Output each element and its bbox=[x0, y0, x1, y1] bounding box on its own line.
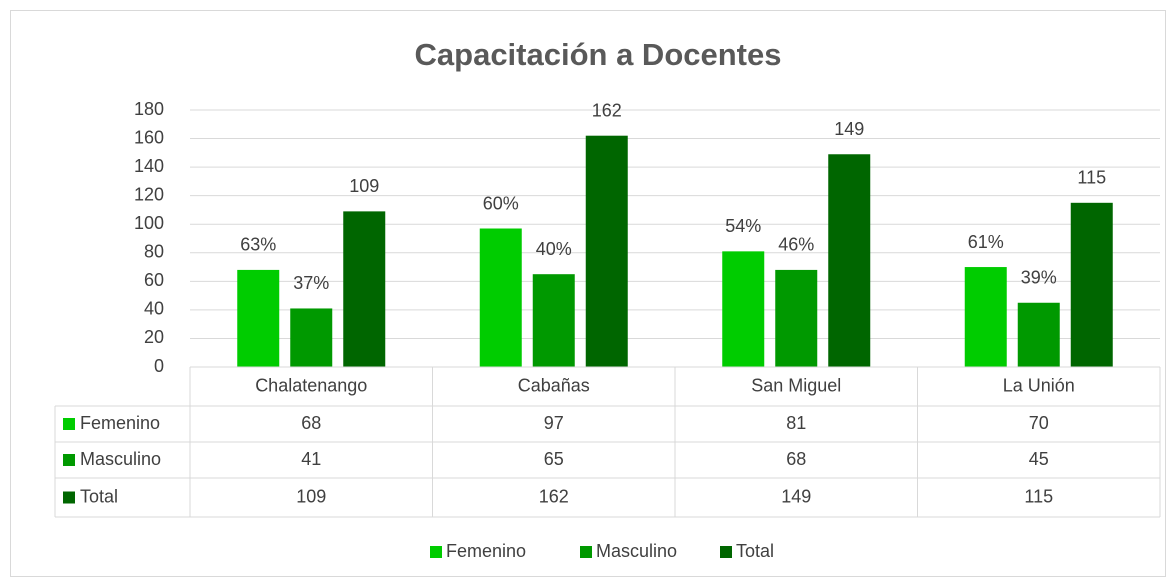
data-label: 63% bbox=[240, 235, 276, 255]
category-label: Chalatenango bbox=[255, 375, 367, 395]
legend-label: Masculino bbox=[596, 541, 677, 561]
data-label: 46% bbox=[778, 235, 814, 255]
data-label: 162 bbox=[592, 100, 622, 120]
bar bbox=[479, 228, 522, 367]
table-cell: 109 bbox=[296, 486, 326, 506]
table-row-label: Total bbox=[80, 486, 118, 506]
table-legend-key bbox=[63, 454, 75, 466]
table-cell: 45 bbox=[1029, 449, 1049, 469]
table-cell: 68 bbox=[301, 413, 321, 433]
table-row-label: Femenino bbox=[80, 413, 160, 433]
data-label: 40% bbox=[536, 239, 572, 259]
bar bbox=[290, 308, 333, 367]
bar bbox=[828, 154, 871, 367]
data-label: 60% bbox=[483, 193, 519, 213]
legend-key bbox=[430, 546, 442, 558]
table-cell: 115 bbox=[1024, 486, 1053, 506]
legend-key bbox=[720, 546, 732, 558]
y-tick-label: 120 bbox=[134, 184, 164, 204]
y-tick-label: 140 bbox=[134, 156, 164, 176]
legend-label: Total bbox=[736, 541, 774, 561]
bar bbox=[775, 269, 818, 367]
y-tick-label: 60 bbox=[144, 270, 164, 290]
data-label: 61% bbox=[968, 232, 1004, 252]
category-label: Cabañas bbox=[518, 375, 590, 395]
table-cell: 162 bbox=[539, 486, 569, 506]
table-cell: 68 bbox=[786, 449, 806, 469]
y-tick-label: 100 bbox=[134, 213, 164, 233]
table-cell: 97 bbox=[544, 413, 564, 433]
y-tick-label: 20 bbox=[144, 327, 164, 347]
table-legend-key bbox=[63, 418, 75, 430]
data-label: 115 bbox=[1077, 168, 1106, 188]
y-tick-label: 180 bbox=[134, 99, 164, 119]
category-label: San Miguel bbox=[751, 375, 841, 395]
bar bbox=[1070, 202, 1113, 367]
data-label: 39% bbox=[1021, 268, 1057, 288]
data-label: 54% bbox=[725, 216, 761, 236]
table-cell: 70 bbox=[1029, 413, 1049, 433]
table-cell: 65 bbox=[544, 449, 564, 469]
table-cell: 149 bbox=[781, 486, 811, 506]
chart-title: Capacitación a Docentes bbox=[415, 37, 782, 72]
legend-label: Femenino bbox=[446, 541, 526, 561]
bar bbox=[532, 274, 575, 367]
bar bbox=[585, 135, 628, 367]
table-cell: 81 bbox=[786, 413, 806, 433]
table-cell: 41 bbox=[301, 449, 321, 469]
table-row-label: Masculino bbox=[80, 449, 161, 469]
y-tick-label: 0 bbox=[154, 356, 164, 376]
data-label: 37% bbox=[293, 273, 329, 293]
bar bbox=[343, 211, 386, 367]
bar bbox=[1017, 302, 1060, 367]
legend-key bbox=[580, 546, 592, 558]
bar bbox=[964, 267, 1007, 367]
category-label: La Unión bbox=[1003, 375, 1075, 395]
y-tick-label: 40 bbox=[144, 299, 164, 319]
data-label: 149 bbox=[834, 119, 864, 139]
y-tick-label: 80 bbox=[144, 242, 164, 262]
bar bbox=[722, 251, 765, 367]
bar bbox=[237, 269, 280, 367]
data-label: 109 bbox=[349, 176, 379, 196]
table-legend-key bbox=[63, 491, 75, 504]
y-tick-label: 160 bbox=[134, 127, 164, 147]
